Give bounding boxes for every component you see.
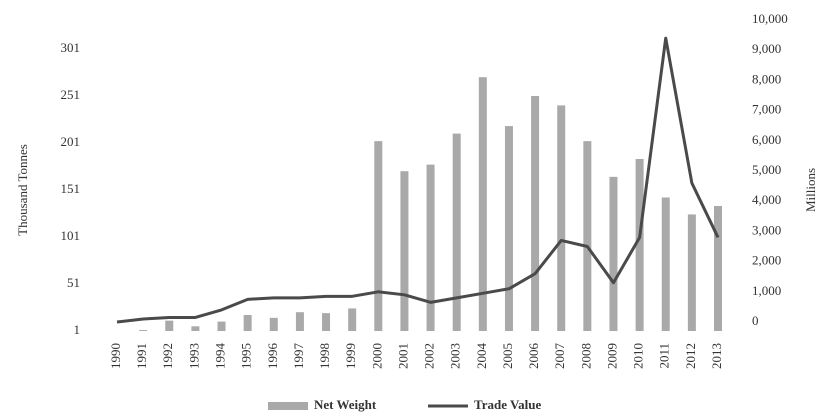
x-tick-label: 1990 [108, 343, 123, 369]
bar [609, 176, 618, 331]
y-axis-label: Thousand Tonnes [15, 144, 30, 236]
bar [583, 141, 592, 331]
bar [687, 214, 696, 331]
x-tick-label: 1995 [239, 343, 254, 369]
x-tick-label: 1998 [317, 343, 332, 369]
bar [504, 126, 513, 331]
bar [165, 320, 174, 331]
bar [191, 326, 200, 331]
y-tick-label: 201 [61, 134, 81, 149]
x-tick-label: 1992 [160, 343, 175, 369]
bar [348, 308, 357, 331]
y2-tick-label: 7,000 [752, 102, 781, 117]
y2-tick-label: 4,000 [752, 192, 781, 207]
y-tick-label: 301 [61, 40, 81, 55]
bar [557, 105, 566, 332]
y-tick-label: 1 [74, 322, 81, 337]
legend-label: Trade Value [474, 397, 542, 412]
bar [269, 317, 278, 331]
bar [452, 133, 461, 331]
legend-swatch [268, 402, 308, 410]
x-tick-label: 2009 [604, 343, 619, 369]
x-tick-label: 1993 [186, 343, 201, 369]
y-tick-label: 251 [61, 87, 81, 102]
y2-axis-label: Millions [803, 168, 818, 212]
y2-tick-label: 1,000 [752, 283, 781, 298]
y2-tick-label: 10,000 [752, 11, 788, 26]
bar [217, 321, 226, 331]
x-tick-label: 2008 [578, 343, 593, 369]
y2-tick-label: 3,000 [752, 222, 781, 237]
x-tick-label: 2004 [474, 343, 489, 370]
bar [139, 330, 148, 331]
x-tick-label: 2007 [552, 343, 567, 370]
y2-tick-label: 0 [752, 313, 759, 328]
y-tick-label: 51 [67, 275, 80, 290]
bar [478, 77, 487, 331]
bar [400, 171, 409, 331]
x-tick-label: 2005 [500, 343, 515, 369]
x-tick-label: 1991 [134, 343, 149, 369]
bar [243, 315, 252, 331]
x-tick-label: 2013 [709, 343, 724, 369]
bar [374, 141, 383, 331]
x-tick-label: 1999 [343, 343, 358, 369]
bar [531, 96, 540, 331]
y2-tick-label: 6,000 [752, 132, 781, 147]
y-tick-label: 101 [61, 228, 81, 243]
x-tick-label: 1994 [213, 343, 228, 370]
legend-label: Net Weight [314, 397, 377, 412]
bar [635, 158, 644, 331]
x-tick-label: 2002 [422, 343, 437, 369]
x-tick-label: 2001 [395, 343, 410, 369]
x-tick-label: 2003 [448, 343, 463, 369]
bar [714, 205, 722, 331]
y-tick-label: 151 [61, 181, 81, 196]
y2-tick-label: 8,000 [752, 71, 781, 86]
bar [661, 197, 670, 331]
bar [295, 312, 304, 331]
x-tick-label: 2006 [526, 343, 541, 370]
x-tick-label: 1997 [291, 343, 306, 370]
y2-tick-label: 9,000 [752, 41, 781, 56]
x-tick-label: 2011 [657, 343, 672, 369]
y2-tick-label: 2,000 [752, 253, 781, 268]
bar [426, 164, 435, 331]
x-tick-label: 1996 [265, 343, 280, 370]
bar [322, 313, 331, 331]
x-tick-label: 2012 [683, 343, 698, 369]
x-tick-label: 2010 [631, 343, 646, 369]
y2-tick-label: 5,000 [752, 162, 781, 177]
x-tick-label: 2000 [369, 343, 384, 369]
line [116, 36, 720, 324]
